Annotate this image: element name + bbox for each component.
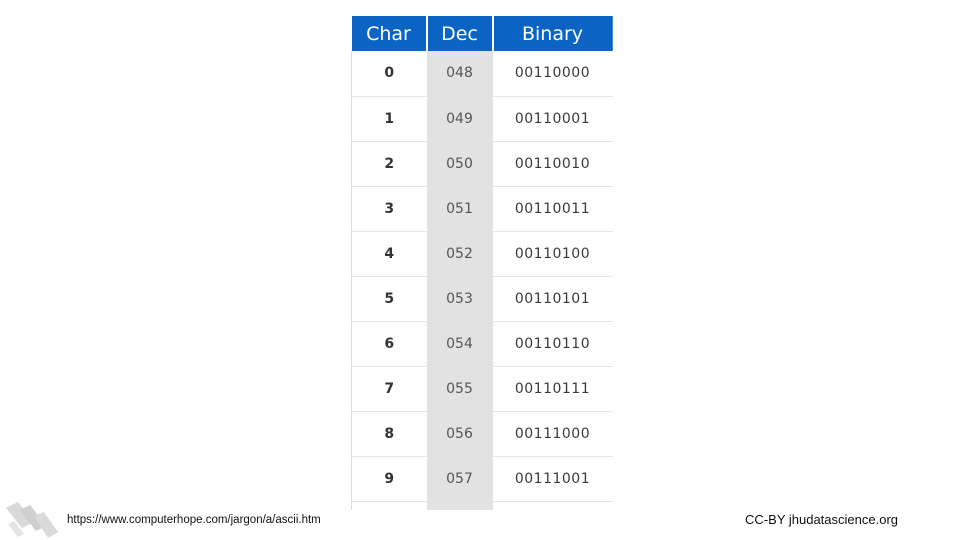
char-cell: 2 xyxy=(351,141,427,187)
table-row: 8 056 00111000 xyxy=(351,411,613,457)
table-row: 5 053 00110101 xyxy=(351,276,613,322)
table-row: 3 051 00110011 xyxy=(351,186,613,232)
table-row: 4 052 00110100 xyxy=(351,231,613,277)
binary-cell: 00111000 xyxy=(492,411,613,457)
ascii-table-image: Char Dec Binary 0 048 00110000 1 049 001… xyxy=(351,16,613,510)
dec-cell: 056 xyxy=(426,411,493,457)
char-cell: 0 xyxy=(351,51,427,97)
char-cell: 3 xyxy=(351,186,427,232)
dec-cell: 050 xyxy=(426,141,493,187)
ascii-table: Char Dec Binary 0 048 00110000 1 049 001… xyxy=(351,16,613,510)
binary-cell: 00110101 xyxy=(492,276,613,322)
binary-cell: 00110110 xyxy=(492,321,613,367)
dec-cell: 053 xyxy=(426,276,493,322)
dec-cell: 051 xyxy=(426,186,493,232)
table-row: 9 057 00111001 xyxy=(351,456,613,502)
table-row-partial xyxy=(351,501,613,510)
char-cell: 9 xyxy=(351,456,427,502)
binary-cell: 00110011 xyxy=(492,186,613,232)
dec-cell: 054 xyxy=(426,321,493,367)
table-row: 6 054 00110110 xyxy=(351,321,613,367)
table-header-row: Char Dec Binary xyxy=(351,16,613,51)
char-cell: 8 xyxy=(351,411,427,457)
table-row: 2 050 00110010 xyxy=(351,141,613,187)
dec-cell: 057 xyxy=(426,456,493,502)
binary-cell: 00110001 xyxy=(492,96,613,142)
binary-cell: 00110010 xyxy=(492,141,613,187)
table-row: 0 048 00110000 xyxy=(351,51,613,97)
jhu-stripes-logo-icon xyxy=(6,502,58,538)
column-header-binary: Binary xyxy=(492,16,613,51)
binary-cell: 00110100 xyxy=(492,231,613,277)
binary-cell: 00110000 xyxy=(492,51,613,97)
column-header-dec: Dec xyxy=(426,16,494,51)
binary-cell: 00110111 xyxy=(492,366,613,412)
dec-cell: 052 xyxy=(426,231,493,277)
table-row: 7 055 00110111 xyxy=(351,366,613,412)
source-url: https://www.computerhope.com/jargon/a/as… xyxy=(67,514,321,526)
column-header-char: Char xyxy=(351,16,428,51)
table-row: 1 049 00110001 xyxy=(351,96,613,142)
char-cell: 5 xyxy=(351,276,427,322)
char-cell: 7 xyxy=(351,366,427,412)
binary-cell: 00111001 xyxy=(492,456,613,502)
license-text: CC-BY jhudatascience.org xyxy=(745,512,898,527)
dec-cell: 049 xyxy=(426,96,493,142)
char-cell: 4 xyxy=(351,231,427,277)
char-cell: 1 xyxy=(351,96,427,142)
char-cell: 6 xyxy=(351,321,427,367)
dec-cell: 048 xyxy=(426,51,493,97)
dec-cell: 055 xyxy=(426,366,493,412)
